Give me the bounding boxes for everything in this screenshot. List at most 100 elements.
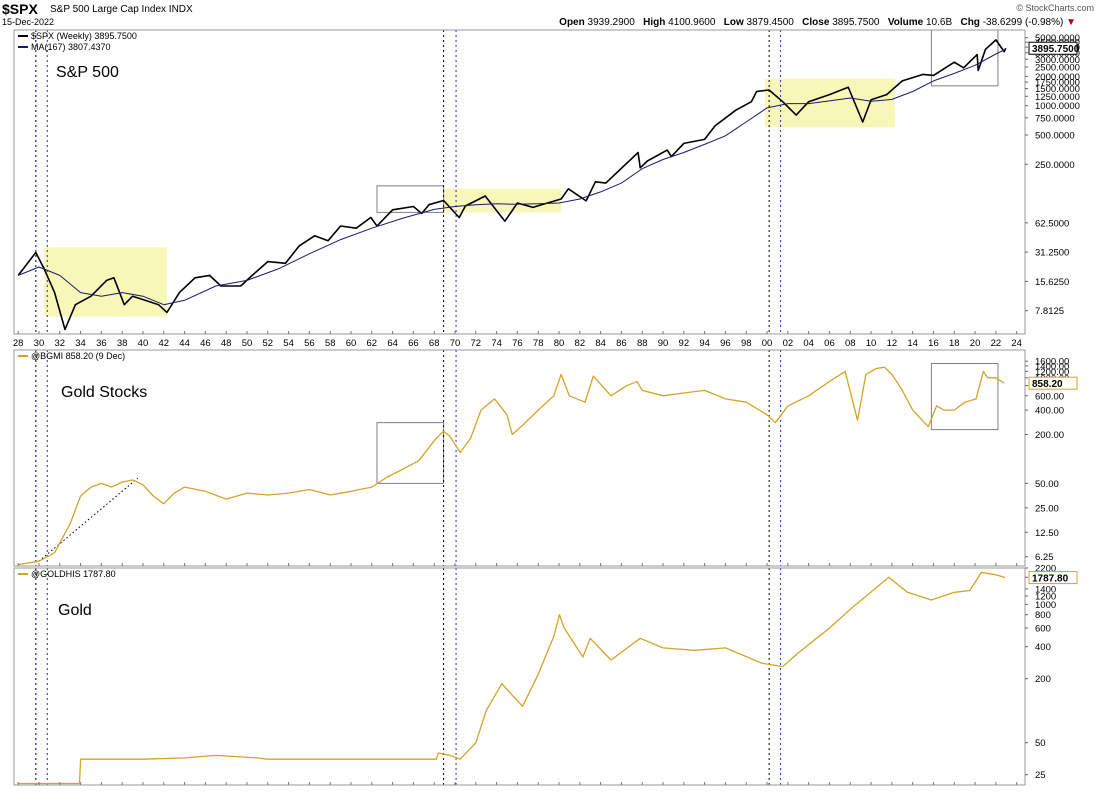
panel-gold_stocks-ytick-label: 600.00	[1035, 391, 1064, 402]
xtick-label: 18	[949, 338, 960, 349]
xtick-label: 78	[533, 338, 544, 349]
panel-spx-title: S&P 500	[56, 64, 119, 81]
panel-spx-ytick-label: 62.5000	[1035, 218, 1069, 229]
xtick-label: 04	[803, 338, 814, 349]
xtick-label: 38	[117, 338, 128, 349]
xtick-label: 94	[699, 338, 710, 349]
xtick-label: 08	[845, 338, 856, 349]
xtick-label: 06	[824, 338, 835, 349]
security-name: S&P 500 Large Cap Index INDX	[50, 4, 193, 15]
xtick-label: 50	[242, 338, 253, 349]
xtick-label: 40	[138, 338, 149, 349]
xtick-label: 44	[179, 338, 190, 349]
panel-spx-highlight-zone	[443, 188, 562, 213]
panel-spx-legend-entry: $SPX (Weekly) 3895.7500	[31, 31, 137, 41]
panel-spx-last-value: 3895.7500	[1032, 44, 1080, 55]
panel-spx-last-value-tag	[1028, 41, 1078, 55]
panel-gold_stocks-outline-box	[930, 363, 999, 431]
panel-spx-ytick-label: 2000.0000	[1035, 72, 1080, 83]
xtick-label: 88	[637, 338, 648, 349]
panel-spx-ytick-label: 500.0000	[1035, 130, 1075, 141]
xtick-label: 96	[720, 338, 731, 349]
panel-spx-ytick-label: 31.2500	[1035, 248, 1069, 259]
panel-gold-ytick-label: 1000	[1035, 600, 1056, 611]
panel-spx-series-line-ma	[18, 48, 1007, 306]
xtick-label: 12	[887, 338, 898, 349]
panel-gold-frame	[13, 567, 1026, 786]
panel-gold_stocks-ytick-label: 400.00	[1035, 406, 1064, 417]
xtick-label: 84	[595, 338, 606, 349]
xtick-label: 42	[158, 338, 169, 349]
xtick-label: 46	[200, 338, 211, 349]
panel-spx-ytick-label: 1000.0000	[1035, 101, 1080, 112]
symbol: $SPX	[2, 1, 38, 17]
panel-gold_stocks-outline-box	[376, 422, 445, 484]
xtick-label: 28	[13, 338, 24, 349]
panel-spx-ytick-label: 7.8125	[1035, 306, 1064, 317]
panel-gold_stocks-title: Gold Stocks	[61, 384, 147, 401]
panel-spx-outline-box	[376, 185, 445, 213]
panel-spx-highlight-zone	[764, 78, 895, 128]
xtick-label: 32	[54, 338, 65, 349]
xtick-label: 92	[679, 338, 690, 349]
xtick-label: 00	[762, 338, 773, 349]
panel-gold_stocks-last-value-tag	[1028, 376, 1078, 390]
panel-spx-legend-entry: MA(167) 3807.4370	[31, 42, 111, 52]
xtick-label: 86	[616, 338, 627, 349]
xtick-label: 30	[34, 338, 45, 349]
panel-spx-ytick-label: 1250.0000	[1035, 92, 1080, 103]
xtick-label: 64	[387, 338, 398, 349]
panel-spx-ytick-label: 2500.0000	[1035, 62, 1080, 73]
xtick-label: 34	[75, 338, 86, 349]
panel-gold-ytick-label: 50	[1035, 738, 1046, 749]
panel-gold_stocks-frame	[13, 349, 1026, 567]
panel-spx-ytick-label: 1500.0000	[1035, 84, 1080, 95]
panel-spx-ytick-label: 750.0000	[1035, 113, 1075, 124]
xtick-label: 68	[429, 338, 440, 349]
panel-gold_stocks-ytick-label: 50.00	[1035, 479, 1059, 490]
panel-gold-title: Gold	[58, 602, 92, 619]
panel-gold-plot-area	[14, 568, 1025, 785]
xtick-label: 80	[554, 338, 565, 349]
xtick-label: 66	[408, 338, 419, 349]
panel-gold-ytick-label: 1200	[1035, 591, 1056, 602]
xtick-label: 60	[346, 338, 357, 349]
panel-spx-frame	[13, 29, 1026, 335]
panel-gold-series-line-price	[18, 571, 1006, 785]
panel-spx-ytick-label: 1750.0000	[1035, 78, 1080, 89]
panel-gold_stocks-ytick-label: 1200.00	[1035, 367, 1069, 378]
xtick-label: 58	[325, 338, 336, 349]
panel-gold_stocks-series-line-price	[18, 366, 1005, 566]
xtick-label: 62	[367, 338, 378, 349]
panel-gold-ytick-label: 1400	[1035, 584, 1056, 595]
panel-gold_stocks-ytick-label: 25.00	[1035, 503, 1059, 514]
ohlc-readout: Open 3939.2900 High 4100.9600 Low 3879.4…	[559, 17, 1076, 28]
panel-gold_stocks-ytick-label: 1600.00	[1035, 357, 1069, 368]
panel-gold-ytick-label: 2200	[1035, 564, 1056, 575]
xtick-label: 02	[783, 338, 794, 349]
xtick-label: 76	[512, 338, 523, 349]
xtick-label: 20	[970, 338, 981, 349]
xtick-label: 16	[928, 338, 939, 349]
panel-gold_stocks-ytick-label: 12.50	[1035, 528, 1059, 539]
panel-gold-ytick-label: 25	[1035, 770, 1046, 781]
panel-gold_stocks-ytick-label: 1400.00	[1035, 361, 1069, 372]
panel-gold_stocks-plot-area	[14, 350, 1025, 566]
panel-gold_stocks-ytick-label: 200.00	[1035, 430, 1064, 441]
xtick-label: 48	[221, 338, 232, 349]
brand-watermark: © StockCharts.com	[1016, 3, 1094, 13]
xtick-label: 70	[450, 338, 461, 349]
panel-gold-ytick-label: 200	[1035, 674, 1051, 685]
chart-date: 15-Dec-2022	[2, 17, 55, 27]
xtick-label: 24	[1011, 338, 1022, 349]
xtick-label: 56	[304, 338, 315, 349]
xtick-label: 98	[741, 338, 752, 349]
panel-spx-ytick-label: 5000.0000	[1035, 33, 1080, 44]
panel-gold-legend-entry: @GOLDHIS 1787.80	[31, 569, 116, 579]
xtick-label: 54	[283, 338, 294, 349]
panel-gold-ytick-label: 600	[1035, 623, 1051, 634]
panel-gold_stocks-ytick-label: 6.25	[1035, 552, 1054, 563]
panel-gold_stocks-legend-entry: @BGMI 858.20 (9 Dec)	[31, 351, 125, 361]
xtick-label: 72	[471, 338, 482, 349]
